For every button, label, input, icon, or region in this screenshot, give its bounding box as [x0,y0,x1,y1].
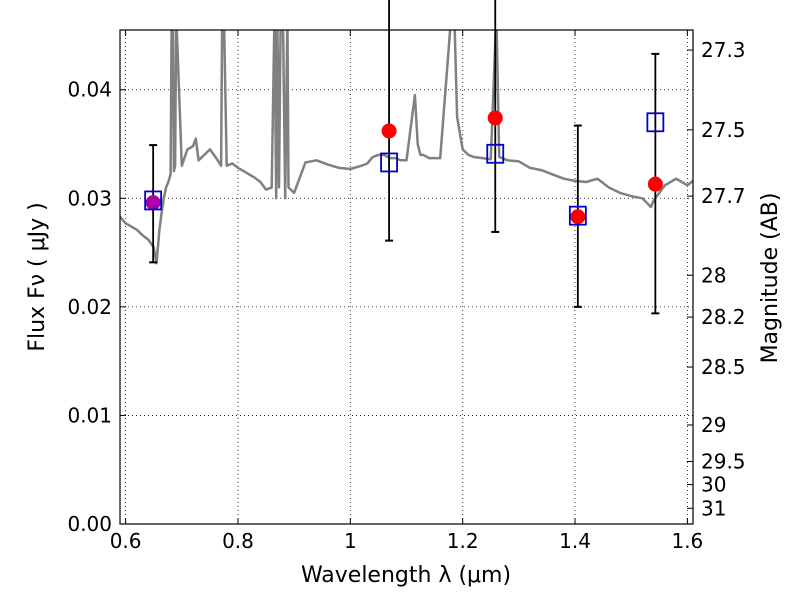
y2-tick-label: 27.3 [701,38,746,62]
model-flux-square [568,205,587,226]
x-tick-label: 1.2 [447,529,479,553]
x-axis-ticks: 0.6 0.8 1 1.2 1.4 1.6 [110,30,703,553]
error-bars [149,0,660,315]
observed-point [145,195,161,211]
y-tick-label: 0.04 [67,78,112,102]
model-flux-square [144,190,163,211]
x-tick-label: 1.4 [559,529,591,553]
y-axis-label: Flux Fν ( μJy ) [25,202,50,351]
observed-point [570,209,586,225]
y2-axis-label: Magnitude (AB) [758,193,783,364]
y2-tick-label: 27.5 [701,118,746,142]
observed-points [145,110,663,225]
observed-point [381,123,397,139]
model-spectrum-line [120,30,693,265]
observed-point [487,110,503,126]
observed-point [647,176,663,192]
x-tick-label: 0.8 [222,529,254,553]
x-tick-label: 1 [344,529,357,553]
x-tick-label: 0.6 [110,529,142,553]
y-tick-label: 0.00 [67,512,112,536]
y2-tick-label: 30 [701,473,726,497]
y2-tick-label: 28.2 [701,305,746,329]
grid-lines [120,30,693,524]
y2-tick-label: 28.5 [701,355,746,379]
plot-frame [119,29,694,525]
model-flux-squares [144,112,665,226]
model-flux-square [380,152,398,173]
model-spectrum [120,30,693,265]
model-flux-square [486,143,505,164]
y2-tick-label: 28 [701,263,726,287]
y-tick-label: 0.02 [67,295,112,319]
y-tick-label: 0.01 [67,403,112,427]
model-flux-square [646,112,665,133]
y2-tick-label: 27.7 [701,184,746,208]
x-tick-label: 1.6 [671,529,703,553]
y2-tick-label: 31 [701,496,726,520]
x-axis-label: Wavelength λ (μm) [301,563,511,588]
y-tick-label: 0.03 [67,186,112,210]
y2-tick-label: 29.5 [701,450,746,474]
y2-tick-label: 29 [701,413,726,437]
y-axis-ticks: 0.00 0.01 0.02 0.03 0.04 [67,78,126,536]
